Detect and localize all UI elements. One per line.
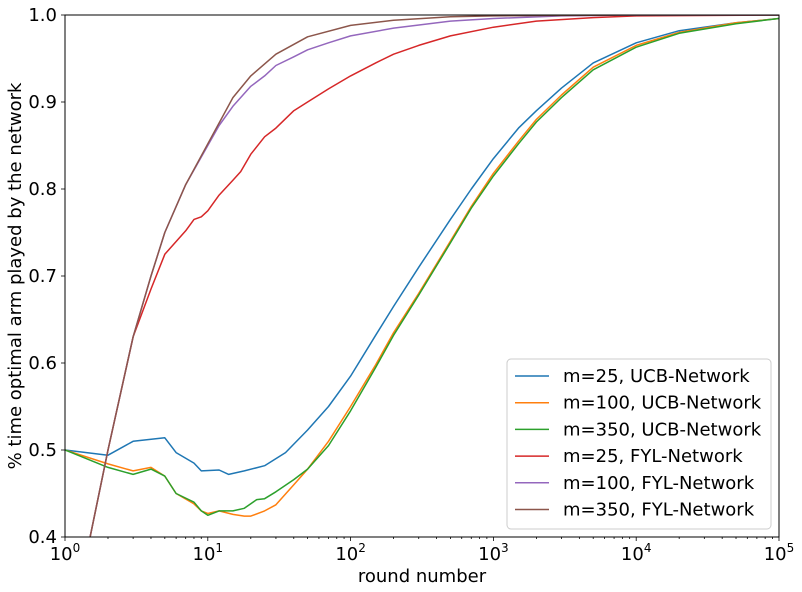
series-line-4: [89, 15, 779, 537]
y-axis: 0.4 0.5 0.6 0.7 0.8 0.9 1.0: [28, 5, 65, 548]
legend-label-4: m=25, FYL-Network: [563, 446, 743, 467]
legend-label-5: m=100, FYL-Network: [563, 473, 755, 494]
legend-box: [506, 358, 772, 530]
series-line-3: [65, 17, 779, 517]
legend-label-3: m=350, UCB-Network: [563, 419, 762, 440]
series-layer: [65, 15, 779, 537]
legend-label-6: m=350, FYL-Network: [563, 500, 755, 521]
y-tick-label: 0.8: [28, 179, 57, 200]
legend: m=25, UCB-Network m=100, UCB-Network m=350…: [506, 358, 772, 530]
series-line-6: [89, 15, 779, 537]
x-tick-label: 103: [478, 541, 509, 565]
x-tick-label: 100: [50, 541, 81, 565]
x-tick-label: 104: [621, 541, 652, 565]
x-axis-label: round number: [358, 566, 487, 587]
x-tick-label: 102: [335, 541, 366, 565]
x-tick-label: 105: [764, 541, 795, 565]
legend-label-2: m=100, UCB-Network: [563, 393, 762, 414]
y-tick-label: 0.9: [28, 92, 57, 113]
y-axis-label: % time optimal arm played by the network: [5, 82, 26, 469]
y-tick-label: 0.6: [28, 353, 57, 374]
y-tick-label: 1.0: [28, 5, 57, 26]
legend-label-1: m=25, UCB-Network: [563, 366, 750, 387]
y-tick-label: 0.4: [28, 527, 57, 548]
x-axis: 100 101 102 103 104 105: [50, 537, 795, 565]
y-tick-label: 0.7: [28, 266, 57, 287]
x-tick-label: 101: [193, 541, 224, 565]
y-tick-label: 0.5: [28, 440, 57, 461]
series-line-1: [65, 17, 779, 476]
